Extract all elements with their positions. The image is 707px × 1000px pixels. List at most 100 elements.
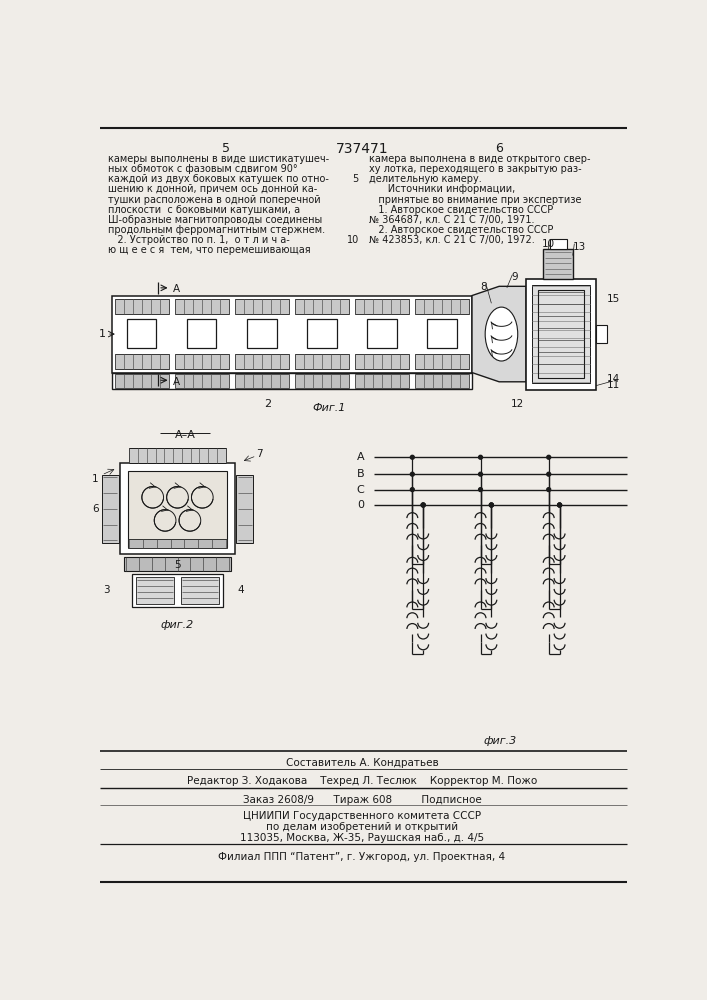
Text: 10: 10 — [542, 239, 554, 249]
Circle shape — [410, 472, 414, 476]
Text: C: C — [356, 485, 364, 495]
Text: Редактор З. Ходакова    Техред Л. Теслюк    Корректор М. Пожо: Редактор З. Ходакова Техред Л. Теслюк Ко… — [187, 776, 537, 786]
Text: делительную камеру.: делительную камеру. — [369, 174, 481, 184]
Text: ху лотка, переходящего в закрытую раз-: ху лотка, переходящего в закрытую раз- — [369, 164, 582, 174]
Text: 113035, Москва, Ж-35, Раушская наб., д. 4/5: 113035, Москва, Ж-35, Раушская наб., д. … — [240, 833, 484, 843]
Text: Составитель А. Кондратьев: Составитель А. Кондратьев — [286, 758, 438, 768]
Text: Фиг.1: Фиг.1 — [312, 403, 345, 413]
Text: ных обмоток с фазовым сдвигом 90°: ных обмоток с фазовым сдвигом 90° — [107, 164, 298, 174]
Text: 1: 1 — [92, 474, 99, 484]
Bar — [115, 299, 168, 314]
Bar — [235, 374, 288, 388]
Text: 1. Авторское свидетельство СССР: 1. Авторское свидетельство СССР — [369, 205, 553, 215]
Bar — [235, 299, 288, 314]
Bar — [236, 475, 253, 543]
Text: 8: 8 — [480, 282, 487, 292]
Bar — [136, 577, 175, 604]
Bar — [247, 319, 276, 348]
Bar — [128, 539, 227, 548]
Text: А–А: А–А — [175, 430, 196, 440]
Circle shape — [558, 503, 561, 507]
Text: 7: 7 — [257, 449, 263, 459]
Text: 15: 15 — [607, 294, 619, 304]
Bar — [128, 471, 227, 547]
Bar — [355, 374, 409, 388]
Text: B: B — [356, 469, 364, 479]
Bar — [175, 354, 228, 369]
Circle shape — [547, 455, 551, 459]
Text: A: A — [173, 377, 180, 387]
Ellipse shape — [485, 307, 518, 361]
Bar — [102, 475, 119, 543]
Text: 6: 6 — [495, 142, 503, 155]
Circle shape — [547, 488, 551, 492]
Circle shape — [421, 503, 425, 507]
Text: фиг.3: фиг.3 — [484, 736, 517, 746]
Text: ЦНИИПИ Государственного комитета СССР: ЦНИИПИ Государственного комитета СССР — [243, 811, 481, 821]
Bar — [175, 299, 228, 314]
Text: 2. Устройство по п. 1,  о т л и ч а-: 2. Устройство по п. 1, о т л и ч а- — [107, 235, 289, 245]
Circle shape — [558, 503, 561, 507]
Bar — [295, 374, 349, 388]
Text: 1: 1 — [99, 329, 106, 339]
Bar — [427, 319, 457, 348]
Text: 4: 4 — [238, 585, 245, 595]
Circle shape — [421, 503, 425, 507]
Bar — [415, 354, 469, 369]
Circle shape — [479, 488, 482, 492]
Circle shape — [410, 455, 414, 459]
Text: 5: 5 — [221, 142, 230, 155]
Text: № 364687, кл. С 21 С 7/00, 1971.: № 364687, кл. С 21 С 7/00, 1971. — [369, 215, 534, 225]
Bar — [543, 249, 573, 279]
Circle shape — [489, 503, 493, 507]
Bar — [367, 319, 397, 348]
Polygon shape — [472, 286, 526, 382]
Text: продольным ферромагнитным стержнем.: продольным ферромагнитным стержнем. — [107, 225, 325, 235]
Bar — [180, 577, 219, 604]
Bar — [596, 325, 607, 343]
Text: 11: 11 — [607, 380, 619, 390]
Bar — [415, 299, 469, 314]
Text: Ш-образные магнитопроводы соединены: Ш-образные магнитопроводы соединены — [107, 215, 322, 225]
Text: каждой из двух боковых катушек по отно-: каждой из двух боковых катушек по отно- — [107, 174, 329, 184]
Text: 10: 10 — [346, 235, 359, 245]
Bar — [129, 448, 226, 463]
Text: 2. Авторское свидетельство СССР: 2. Авторское свидетельство СССР — [369, 225, 554, 235]
Bar — [120, 463, 235, 554]
Text: 737471: 737471 — [336, 142, 388, 156]
Bar — [235, 354, 288, 369]
Bar — [549, 239, 566, 249]
Bar — [115, 374, 168, 388]
Text: 14: 14 — [607, 374, 619, 384]
Text: 5: 5 — [353, 174, 359, 184]
Text: шению к донной, причем ось донной ка-: шению к донной, причем ось донной ка- — [107, 184, 317, 194]
Text: A: A — [173, 284, 180, 294]
Text: ю щ е е с я  тем, что перемешивающая: ю щ е е с я тем, что перемешивающая — [107, 245, 310, 255]
Text: фиг.2: фиг.2 — [161, 620, 194, 631]
Circle shape — [489, 503, 493, 507]
Bar — [132, 574, 223, 607]
Text: Заказ 2608/9      Тираж 608         Подписное: Заказ 2608/9 Тираж 608 Подписное — [243, 795, 481, 805]
Bar — [175, 374, 228, 388]
Circle shape — [547, 472, 551, 476]
Bar — [127, 319, 156, 348]
Bar — [538, 290, 585, 378]
Circle shape — [479, 455, 482, 459]
Text: 5: 5 — [174, 560, 181, 570]
Text: 3: 3 — [103, 585, 110, 595]
Circle shape — [558, 503, 561, 507]
Bar — [295, 354, 349, 369]
Text: Филиал ППП “Патент”, г. Ужгород, ул. Проектная, 4: Филиал ППП “Патент”, г. Ужгород, ул. Про… — [218, 852, 506, 861]
Text: камеры выполнены в виде шистикатушеч-: камеры выполнены в виде шистикатушеч- — [107, 154, 329, 164]
Circle shape — [489, 503, 493, 507]
Bar — [355, 354, 409, 369]
Bar — [112, 296, 472, 373]
Bar — [187, 319, 216, 348]
Text: принятые во внимание при экспертизе: принятые во внимание при экспертизе — [369, 195, 581, 205]
Text: 12: 12 — [510, 399, 524, 409]
Text: 13: 13 — [573, 242, 585, 252]
Text: тушки расположена в одной поперечной: тушки расположена в одной поперечной — [107, 195, 320, 205]
Text: A: A — [356, 452, 364, 462]
Text: 6: 6 — [92, 504, 99, 514]
Text: № 423853, кл. С 21 С 7/00, 1972.: № 423853, кл. С 21 С 7/00, 1972. — [369, 235, 534, 245]
